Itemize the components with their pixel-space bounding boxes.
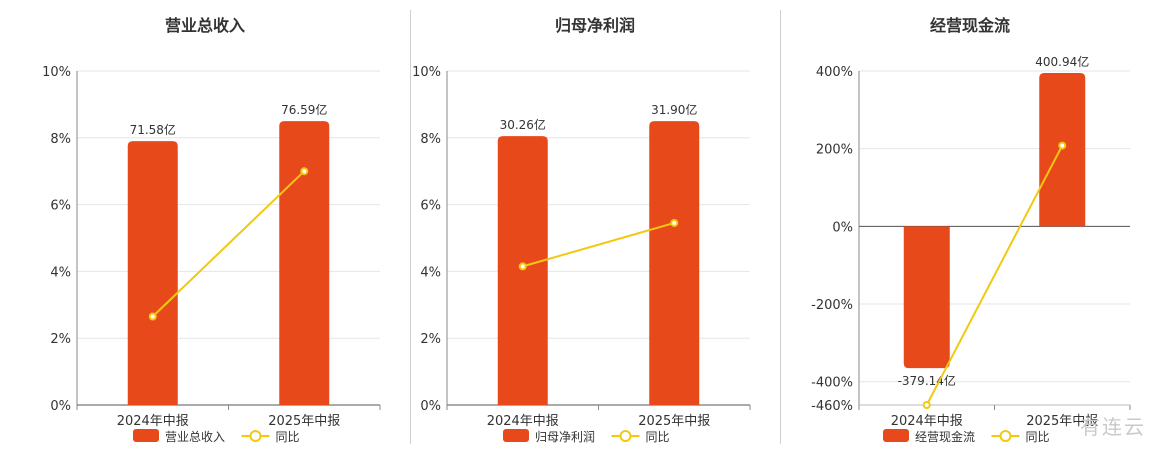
panel-divider — [780, 10, 781, 444]
bar — [127, 141, 178, 405]
bar — [279, 121, 330, 405]
x-tick-label: 2024年中报 — [487, 414, 559, 429]
y-tick-label: 4% — [50, 265, 71, 280]
y-tick-label: 6% — [420, 199, 441, 214]
y-tick-label: 10% — [412, 65, 441, 80]
y-tick-label: 8% — [50, 132, 71, 147]
chart-panel-net-profit: 归母净利润 0% 2% 4% 6% 8% 10% 2024年中报 2025年中报 30.26亿 3… — [410, 0, 780, 450]
line-series-yoy — [152, 170, 305, 318]
x-tick-label: 2025年中报 — [1026, 414, 1098, 429]
legend-label-bar: 归母净利润 — [535, 430, 595, 444]
legend-marker-yoy — [619, 430, 632, 442]
y-tick-label: 2% — [50, 332, 71, 347]
y-tick-label: 4% — [420, 265, 441, 280]
x-tick-label: 2024年中报 — [117, 414, 189, 429]
y-tick-label: 400% — [816, 65, 853, 80]
y-tick-label: -400% — [811, 376, 853, 391]
bar-data-label: 76.59亿 — [281, 102, 327, 117]
chart-cash-flow: -460% -400% -200% 0% 200% 400% 2024年中报 2025年中报 -… — [811, 54, 1131, 444]
line-series-yoy — [522, 222, 675, 268]
y-tick-label: 0% — [50, 399, 71, 414]
chart-panel-cash-flow: 经营现金流 -460% -400% -200% 0% 200% 400% 2024年中报 20… — [780, 0, 1160, 450]
x-tick-label: 2024年中报 — [891, 414, 963, 429]
line-point — [518, 262, 527, 271]
y-tick-label: -200% — [811, 298, 853, 313]
bar — [497, 136, 548, 405]
bar-data-label: 31.90亿 — [651, 102, 697, 117]
legend-swatch-bar — [133, 429, 159, 442]
y-tick-label: 0% — [420, 399, 441, 414]
legend-label-yoy: 同比 — [1026, 430, 1050, 444]
chart-title-net-profit: 归母净利润 — [554, 16, 635, 35]
chart-net-profit: 0% 2% 4% 6% 8% 10% 2024年中报 2025年中报 30.26亿 31.90亿归… — [412, 65, 751, 444]
line-series-yoy — [925, 145, 1064, 406]
panel-divider — [410, 10, 411, 444]
chart-revenue: 0% 2% 4% 6% 8% 10% 2024年中报 2025年中报 71.58亿 76.59亿营… — [42, 65, 381, 444]
y-tick-label: 2% — [420, 332, 441, 347]
line-point — [1058, 141, 1067, 150]
legend-swatch-bar — [883, 429, 909, 442]
y-tick-label: 200% — [816, 143, 853, 158]
line-point — [300, 167, 309, 176]
legend-label-yoy: 同比 — [276, 430, 300, 444]
bar — [1039, 72, 1086, 227]
watermark: 有连云 — [1080, 415, 1146, 439]
bar-data-label: 71.58亿 — [130, 122, 176, 137]
y-tick-label: 6% — [50, 199, 71, 214]
y-tick-label: -460% — [811, 399, 853, 414]
bar — [649, 121, 700, 405]
chart-panel-revenue: 营业总收入 0% 2% 4% 6% 8% 10% 2024年中报 2025年中报 71.58亿 7… — [0, 0, 410, 450]
bar-data-label: 30.26亿 — [500, 117, 546, 132]
x-tick-label: 2025年中报 — [268, 414, 340, 429]
bar-data-label: -379.14亿 — [898, 373, 956, 388]
bar-data-label: 400.94亿 — [1035, 54, 1089, 69]
legend-swatch-bar — [503, 429, 529, 442]
x-tick-label: 2025年中报 — [638, 414, 710, 429]
line-point — [922, 401, 931, 409]
legend-marker-yoy — [999, 430, 1012, 442]
legend-label-bar: 营业总收入 — [165, 430, 225, 444]
y-tick-label: 0% — [832, 220, 853, 235]
bar — [903, 226, 950, 369]
chart-title-revenue: 营业总收入 — [164, 16, 245, 35]
line-point — [670, 218, 679, 227]
line-point — [148, 312, 157, 321]
legend-marker-yoy — [249, 430, 262, 442]
y-tick-label: 8% — [420, 132, 441, 147]
chart-title-cash-flow: 经营现金流 — [929, 16, 1010, 35]
legend-label-yoy: 同比 — [646, 430, 670, 444]
legend-label-bar: 经营现金流 — [915, 429, 975, 444]
y-tick-label: 10% — [42, 65, 71, 80]
